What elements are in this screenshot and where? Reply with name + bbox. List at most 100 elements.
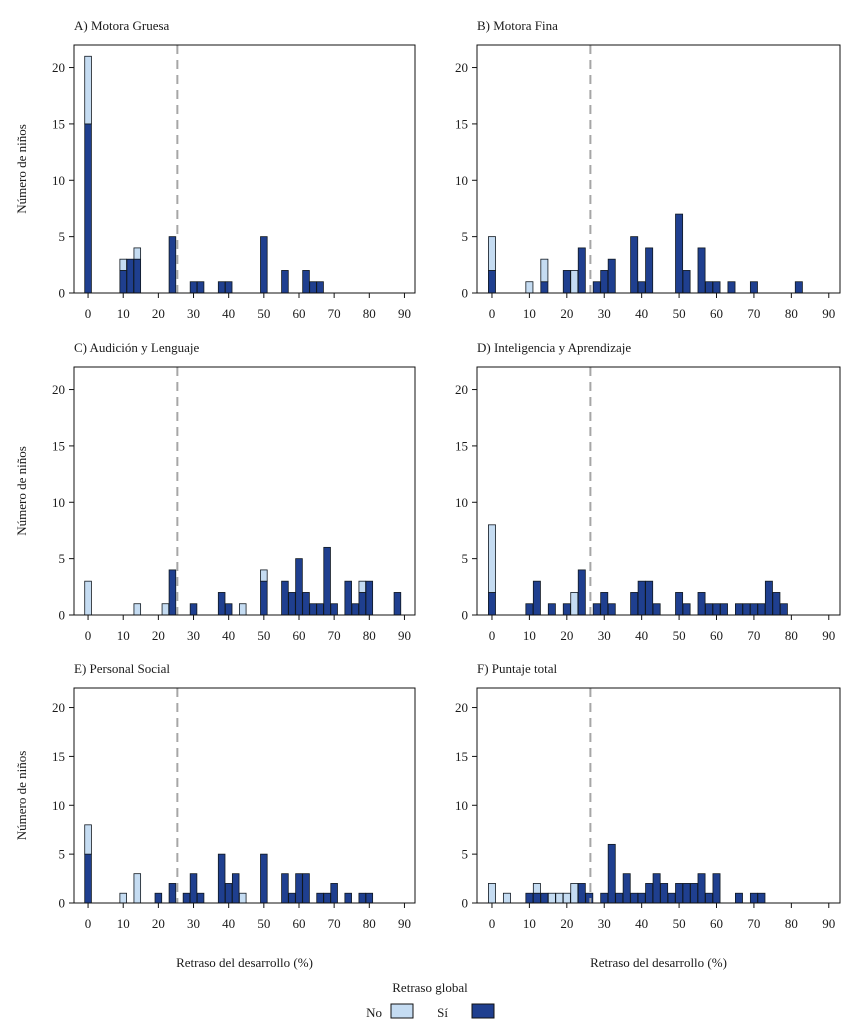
bar-si <box>600 892 609 904</box>
bar-si <box>712 603 721 616</box>
x-tick-label: 0 <box>489 306 496 321</box>
plot-frame <box>476 687 841 904</box>
x-tick-label: 10 <box>523 306 536 321</box>
bar-si <box>302 873 310 904</box>
bar-si <box>365 580 374 616</box>
bar-si <box>330 883 338 904</box>
bar-si <box>592 281 601 294</box>
bar-si <box>154 892 163 904</box>
bar-si <box>735 603 743 616</box>
bar-si <box>84 853 92 904</box>
bar-si <box>645 247 654 294</box>
bar-si <box>660 883 669 904</box>
bar-si <box>323 892 331 904</box>
x-tick-label: 80 <box>363 306 376 321</box>
x-tick-label: 90 <box>822 306 835 321</box>
bar-no <box>488 524 496 593</box>
bar-si <box>682 603 691 616</box>
x-tick-label: 70 <box>328 628 341 643</box>
bar-si <box>365 892 374 904</box>
plot-frame <box>73 687 416 904</box>
bar-si <box>712 281 721 294</box>
bar-si <box>260 580 268 616</box>
bar-si <box>645 883 654 904</box>
bar-si <box>764 580 773 616</box>
bar-si <box>344 892 352 904</box>
x-tick-label: 20 <box>560 306 573 321</box>
bar-si <box>525 892 534 904</box>
bar-si <box>295 558 303 616</box>
bar-si <box>727 281 736 294</box>
bar-si <box>196 281 205 294</box>
x-tick-label: 40 <box>222 306 235 321</box>
x-tick-label: 30 <box>598 306 611 321</box>
bar-si <box>712 873 721 904</box>
bar-si <box>316 892 324 904</box>
x-tick-label: 30 <box>187 916 200 931</box>
x-tick-label: 90 <box>398 306 411 321</box>
bar-si <box>637 892 646 904</box>
bar-si <box>302 270 310 294</box>
bar-si <box>705 603 713 616</box>
bar-si <box>607 843 616 904</box>
x-tick-label: 30 <box>187 306 200 321</box>
y-tick-label: 5 <box>59 847 66 862</box>
x-tick-label: 0 <box>489 628 496 643</box>
x-tick-label: 70 <box>747 628 760 643</box>
x-tick-label: 70 <box>328 916 341 931</box>
x-tick-label: 70 <box>328 306 341 321</box>
x-tick-label: 90 <box>398 628 411 643</box>
panel-title: E) Personal Social <box>74 661 170 676</box>
panel-1: A) Motora Gruesa Número de niños 0 5 10 15 20 0… <box>14 18 416 321</box>
bar-no <box>260 569 268 582</box>
bar-no <box>358 580 367 593</box>
bar-si <box>168 569 177 616</box>
bar-si <box>295 873 303 904</box>
bar-si <box>358 892 367 904</box>
x-tick-label: 30 <box>187 628 200 643</box>
bar-si <box>393 592 402 616</box>
bar-si <box>577 247 586 294</box>
x-tick-label: 80 <box>363 628 376 643</box>
bar-si <box>189 603 198 616</box>
y-tick-label: 20 <box>52 382 65 397</box>
bar-si <box>358 592 367 616</box>
bar-no <box>161 603 170 616</box>
y-tick-label: 20 <box>52 60 65 75</box>
bar-si <box>540 281 549 294</box>
x-tick-label: 50 <box>257 628 270 643</box>
panel-title: C) Audición y Lenguaje <box>74 340 200 355</box>
bar-si <box>652 603 661 616</box>
bar-si <box>772 592 781 616</box>
y-tick-label: 15 <box>52 116 65 131</box>
bar-no <box>488 883 496 904</box>
panels: A) Motora Gruesa Número de niños 0 5 10 15 20 0… <box>14 18 841 970</box>
bar-no <box>119 258 127 271</box>
bar-si <box>316 603 324 616</box>
x-tick-label: 20 <box>152 306 165 321</box>
bar-si <box>615 892 624 904</box>
plot-frame <box>73 44 416 294</box>
x-tick-label: 70 <box>747 916 760 931</box>
x-tick-label: 20 <box>152 916 165 931</box>
bar-no <box>547 892 556 904</box>
bar-si <box>697 592 706 616</box>
bar-si <box>224 603 233 616</box>
bar-si <box>735 892 743 904</box>
plot-frame <box>476 44 841 294</box>
bar-si <box>794 281 803 294</box>
x-tick-label: 10 <box>117 306 130 321</box>
bar-si <box>749 892 758 904</box>
y-tick-label: 10 <box>455 495 468 510</box>
y-tick-label: 20 <box>52 700 65 715</box>
x-tick-label: 50 <box>673 628 686 643</box>
x-axis-label: Retraso del desarrollo (%) <box>176 955 313 970</box>
x-tick-label: 10 <box>523 628 536 643</box>
y-axis-label: Número de niños <box>14 446 29 536</box>
bar-si <box>288 892 296 904</box>
bar-si <box>749 603 758 616</box>
bar-si <box>562 270 571 294</box>
x-tick-label: 0 <box>85 916 92 931</box>
bar-si <box>281 580 289 616</box>
bar-no <box>540 258 549 283</box>
